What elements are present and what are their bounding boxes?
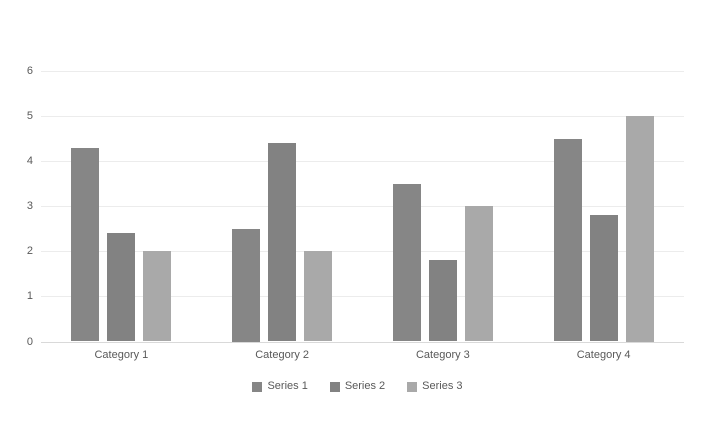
legend-item-series-3: Series 3 — [407, 380, 463, 392]
legend-item-series-1: Series 1 — [252, 380, 308, 392]
y-axis-tick-label: 3 — [26, 200, 33, 213]
bar-series3-cat1 — [143, 251, 172, 342]
y-axis-tick-label: 6 — [26, 64, 33, 77]
gridline — [41, 206, 684, 208]
bar-series2-cat2 — [268, 143, 297, 342]
gridline — [41, 161, 684, 163]
legend-swatch-icon — [329, 381, 340, 392]
bar-series2-cat3 — [428, 260, 457, 342]
x-axis-category-label: Category 1 — [94, 349, 149, 361]
x-axis-category-label: Category 4 — [576, 349, 631, 361]
gridline — [41, 70, 684, 72]
y-axis-tick-label: 5 — [26, 110, 33, 122]
legend-item-series-2: Series 2 — [329, 380, 386, 392]
gridline — [41, 251, 684, 253]
chart-legend: Series 1 Series 2 Series 3 — [0, 381, 715, 392]
y-axis-tick-label: 4 — [26, 155, 33, 168]
legend-label: Series 1 — [267, 380, 308, 392]
x-axis-category-label: Category 3 — [415, 349, 470, 361]
legend-swatch-icon — [407, 381, 418, 392]
bar-series3-cat3 — [464, 206, 493, 342]
y-axis-tick-label: 1 — [26, 290, 33, 303]
x-axis-line — [41, 341, 684, 343]
bar-series2-cat1 — [107, 233, 136, 342]
bar-series3-cat4 — [625, 116, 654, 342]
bar-series1-cat4 — [553, 138, 582, 342]
bar-series2-cat4 — [589, 215, 618, 342]
bar-series1-cat1 — [71, 147, 100, 342]
bar-series3-cat2 — [304, 251, 333, 342]
gridline — [41, 296, 684, 298]
x-axis-category-label: Category 2 — [255, 349, 310, 361]
legend-swatch-icon — [252, 381, 263, 392]
gridline — [41, 116, 684, 117]
bar-series1-cat3 — [392, 183, 421, 342]
y-axis-tick-label: 0 — [26, 335, 33, 348]
legend-label: Series 2 — [344, 380, 386, 392]
bar-series1-cat2 — [232, 228, 261, 342]
legend-label: Series 3 — [422, 380, 463, 392]
y-axis-tick-label: 2 — [26, 245, 33, 258]
